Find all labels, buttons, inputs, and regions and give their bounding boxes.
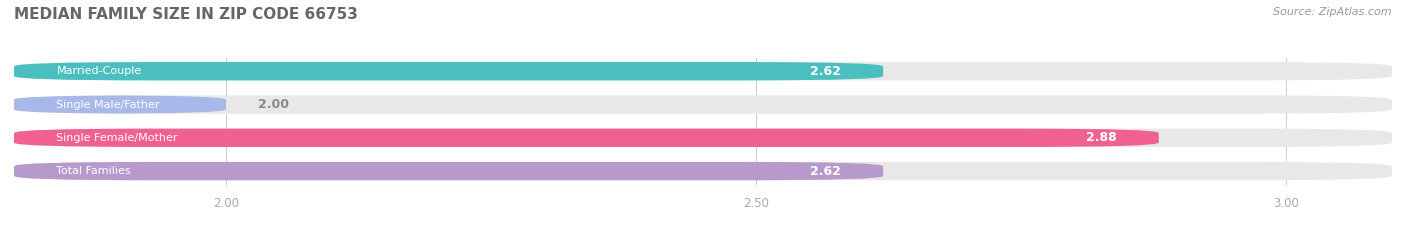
Text: 2.00: 2.00 xyxy=(257,98,288,111)
FancyBboxPatch shape xyxy=(14,95,226,114)
Text: Single Male/Father: Single Male/Father xyxy=(56,99,160,110)
Text: 2.62: 2.62 xyxy=(810,164,841,178)
FancyBboxPatch shape xyxy=(14,129,1159,147)
Text: Source: ZipAtlas.com: Source: ZipAtlas.com xyxy=(1274,7,1392,17)
Text: Single Female/Mother: Single Female/Mother xyxy=(56,133,179,143)
Text: 2.62: 2.62 xyxy=(810,65,841,78)
Text: MEDIAN FAMILY SIZE IN ZIP CODE 66753: MEDIAN FAMILY SIZE IN ZIP CODE 66753 xyxy=(14,7,359,22)
FancyBboxPatch shape xyxy=(14,95,1392,114)
FancyBboxPatch shape xyxy=(14,62,883,80)
Text: Married-Couple: Married-Couple xyxy=(56,66,142,76)
Text: Total Families: Total Families xyxy=(56,166,131,176)
FancyBboxPatch shape xyxy=(14,129,1392,147)
FancyBboxPatch shape xyxy=(14,62,1392,80)
FancyBboxPatch shape xyxy=(14,162,1392,180)
FancyBboxPatch shape xyxy=(14,162,883,180)
Text: 2.88: 2.88 xyxy=(1085,131,1116,144)
